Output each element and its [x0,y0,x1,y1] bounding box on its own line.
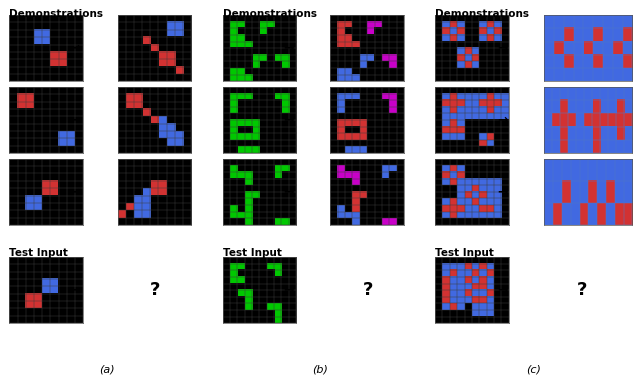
Text: Test Input: Test Input [223,248,282,257]
Text: (c): (c) [526,364,541,374]
Text: →: → [284,185,294,198]
Text: →: → [71,185,81,198]
Text: →: → [71,42,81,55]
Text: →: → [284,42,294,55]
Text: (b): (b) [312,364,328,374]
Text: ?: ? [150,281,160,299]
Text: Demonstrations: Demonstrations [10,9,104,19]
Text: →: → [71,284,81,297]
Text: →: → [284,113,294,127]
Text: →: → [497,284,508,297]
Text: Demonstrations: Demonstrations [223,9,317,19]
Text: →: → [497,185,508,198]
Text: →: → [71,113,81,127]
Text: →: → [284,284,294,297]
Text: →: → [497,113,508,127]
Text: ?: ? [577,281,588,299]
Text: ?: ? [362,281,373,299]
Text: Demonstrations: Demonstrations [435,9,529,19]
Text: Test Input: Test Input [10,248,68,257]
Text: →: → [497,42,508,55]
Text: Test Input: Test Input [435,248,494,257]
Text: (a): (a) [99,364,115,374]
